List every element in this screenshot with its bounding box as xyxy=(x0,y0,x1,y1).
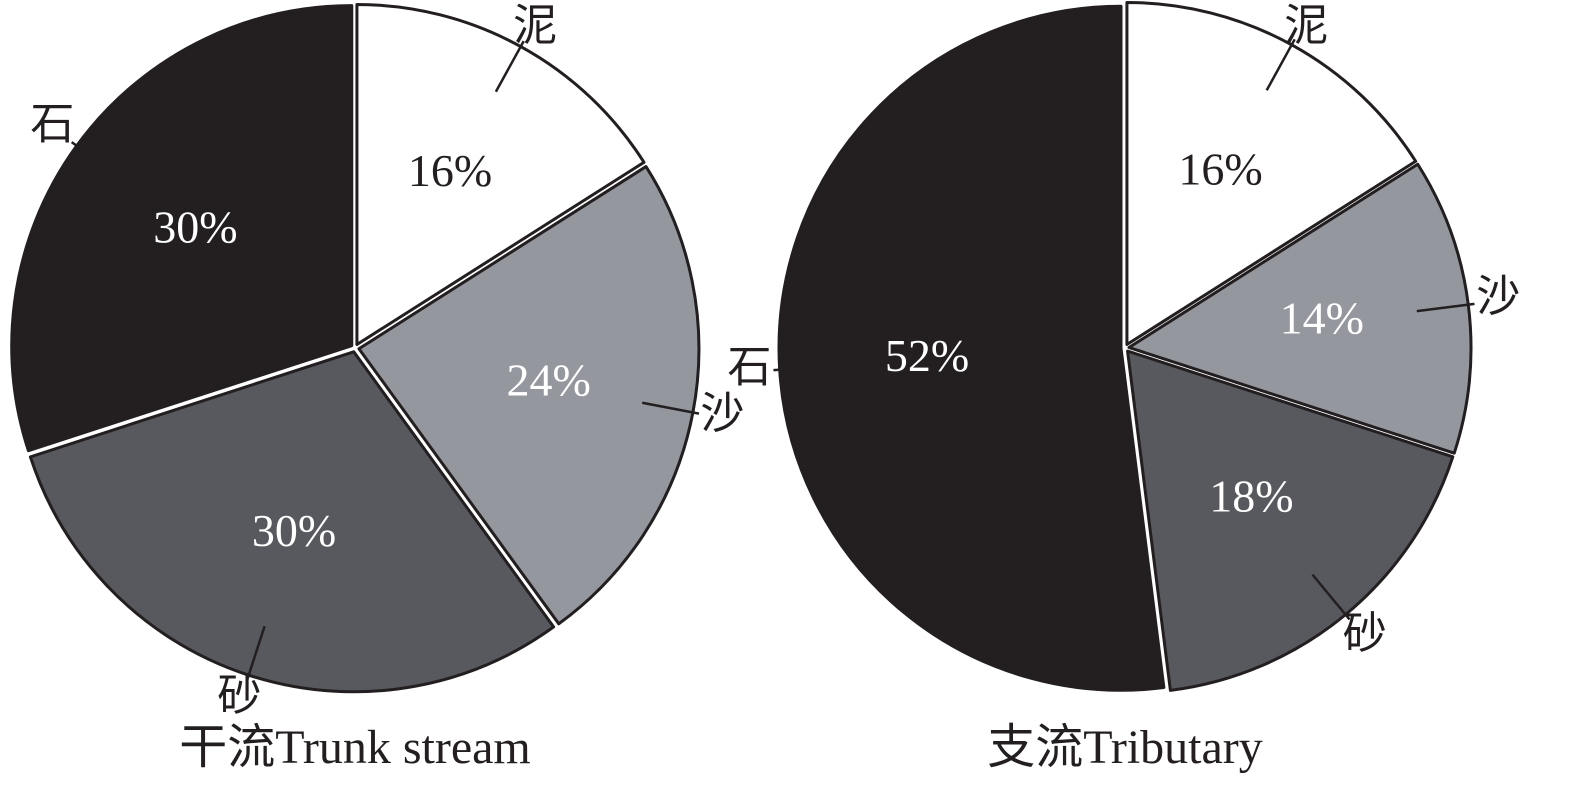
leader-line xyxy=(245,625,266,682)
category-label: 沙 xyxy=(1476,272,1520,321)
value-label: 30% xyxy=(153,202,237,253)
leader-line xyxy=(494,40,525,93)
leader-line xyxy=(1311,573,1351,621)
value-label: 18% xyxy=(1209,470,1293,521)
value-label: 14% xyxy=(1280,293,1364,344)
pie-slice xyxy=(777,4,1166,692)
category-label: 沙 xyxy=(700,389,744,438)
chart-title: 干流Trunk stream xyxy=(179,721,531,774)
value-label: 30% xyxy=(252,505,336,556)
value-label: 24% xyxy=(507,355,591,406)
leader-line xyxy=(1416,302,1475,313)
leader-line xyxy=(773,365,832,372)
category-label: 石 xyxy=(30,99,74,148)
category-label: 泥 xyxy=(1284,1,1328,50)
leader-line xyxy=(70,141,120,178)
leader-line xyxy=(641,401,700,415)
category-label: 石 xyxy=(728,343,772,392)
chart-title: 支流Tributary xyxy=(987,721,1263,774)
category-label: 泥 xyxy=(513,1,557,50)
value-label: 52% xyxy=(885,330,969,381)
leader-line xyxy=(1265,38,1296,91)
category-label: 砂 xyxy=(217,671,261,720)
value-label: 16% xyxy=(408,145,492,196)
value-label: 16% xyxy=(1178,144,1262,195)
category-label: 砂 xyxy=(1343,609,1387,658)
